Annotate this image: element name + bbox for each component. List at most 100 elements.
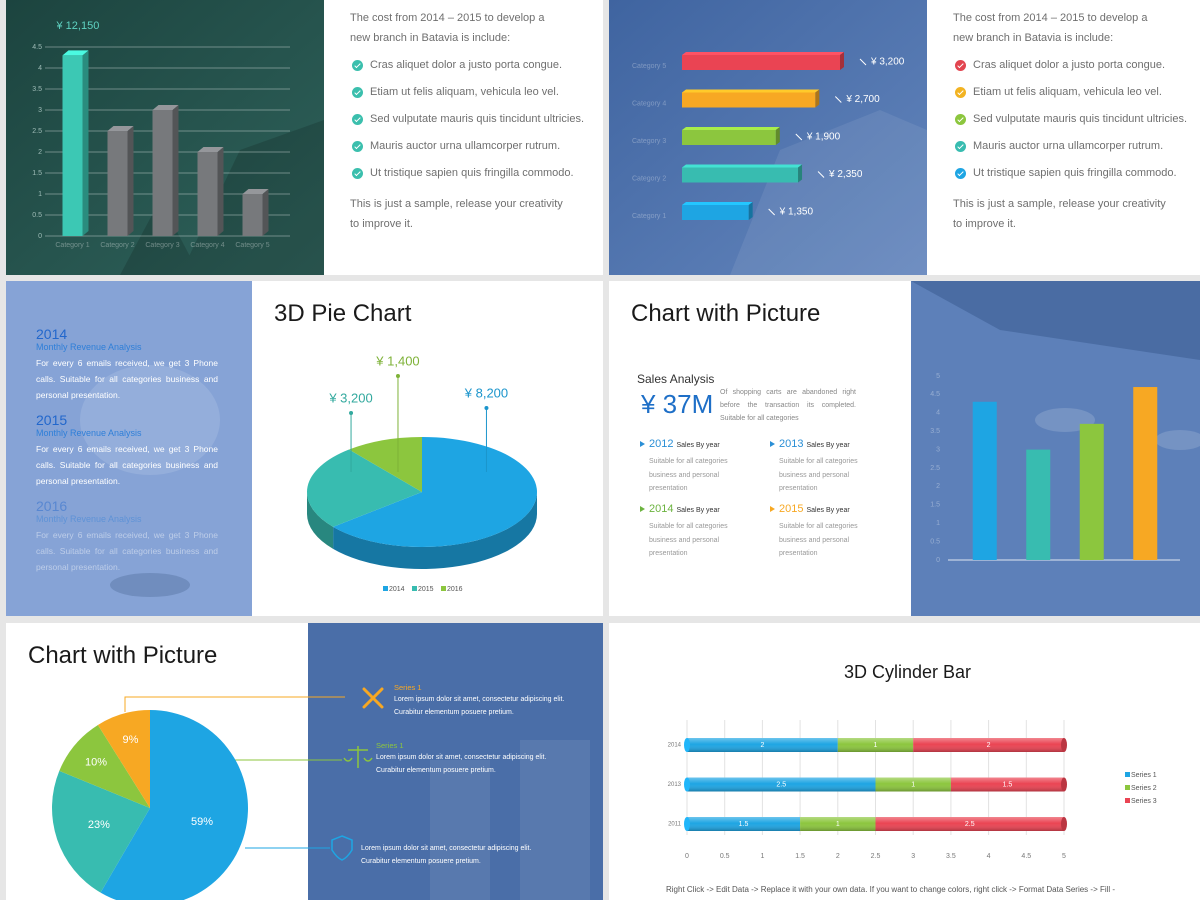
bar-side — [815, 89, 820, 108]
x-tick-label: Category 3 — [145, 242, 179, 249]
item-label: Sales By year — [676, 507, 720, 514]
x-tick-label: 0.5 — [720, 853, 730, 860]
x-tick-label: 3.5 — [946, 853, 956, 860]
leader-dot — [395, 374, 400, 378]
bullet-row: Ut tristique sapien quis fringilla commo… — [352, 166, 574, 180]
cylinder-shading — [687, 777, 876, 792]
leader-line — [124, 696, 345, 712]
x-tick-label: 2.5 — [871, 853, 881, 860]
item-marker — [770, 441, 775, 447]
legend-swatch — [1125, 785, 1130, 790]
value-label: ¥ 2,700 — [845, 94, 880, 105]
scale-icon — [343, 746, 373, 768]
y-tick-label: 2 — [38, 149, 42, 156]
item-head: 2015 Sales By year — [770, 503, 850, 515]
tools-icon — [362, 687, 384, 709]
value-label: ¥ 8,200 — [464, 385, 508, 400]
bar-side — [217, 147, 224, 236]
value-label: ¥ 3,200 — [870, 57, 905, 68]
y-tick-label: 0.5 — [32, 212, 42, 219]
block-text: For every 6 emails received, we get 3 Ph… — [36, 444, 218, 486]
y-tick-label: 2014 — [668, 743, 682, 749]
y-tick-label: 3.5 — [32, 86, 42, 93]
x-tick-label: 1.5 — [795, 853, 805, 860]
bullet-text: Etiam ut felis aliquam, vehicula leo vel… — [370, 86, 559, 98]
bar — [62, 55, 83, 237]
y-tick-label: 2.5 — [32, 128, 42, 135]
item-label: Sales By year — [806, 507, 850, 514]
bullet-row: Etiam ut felis aliquam, vehicula leo vel… — [352, 85, 559, 99]
item-marker — [770, 506, 775, 512]
bar — [682, 205, 749, 220]
bullet-text: Mauris auctor urna ullamcorper rutrum. — [370, 140, 561, 152]
bar — [242, 194, 263, 236]
photo-texture — [430, 760, 490, 900]
series-label: Series 1 — [376, 741, 404, 750]
cylinder-shading — [687, 817, 801, 831]
category-label: Category 5 — [632, 63, 666, 70]
segment-label: 1 — [911, 781, 915, 788]
x-tick-label: 1 — [760, 853, 764, 860]
item-year: 2014 — [649, 503, 674, 515]
legend-label: 2015 — [418, 586, 434, 593]
slice-side — [307, 492, 334, 549]
value-label: 59% — [191, 816, 213, 828]
category-label: Category 1 — [632, 213, 666, 220]
block-year: 2014 — [36, 326, 68, 342]
series-text: Lorem ipsum dolor sit amet, consectetur … — [394, 696, 565, 716]
cylinder-shading — [950, 777, 1064, 792]
legend-label: Series 3 — [1131, 798, 1157, 805]
bar — [682, 55, 840, 70]
pie-slice — [51, 770, 150, 893]
y-tick-label: 1.5 — [32, 170, 42, 177]
photo-texture — [730, 110, 927, 275]
segment-label: 2 — [760, 742, 764, 749]
check-icon — [352, 86, 363, 98]
y-tick-label: 2011 — [668, 822, 682, 828]
bar-side — [127, 126, 134, 236]
bar-top — [242, 189, 269, 194]
y-tick-label: 0 — [38, 233, 42, 240]
bullet-row: Mauris auctor urna ullamcorper rutrum. — [955, 139, 1163, 153]
bar-top — [197, 147, 224, 152]
bullet-row: Cras aliquet dolor a justo porta congue. — [352, 58, 562, 72]
bullet-text: Ut tristique sapien quis fringilla commo… — [370, 167, 574, 179]
item-label: Sales By year — [676, 442, 720, 449]
bullet-text: Cras aliquet dolor a justo porta congue. — [973, 59, 1166, 71]
item-text: Suitable for all categories business and… — [779, 523, 858, 557]
value-label: 23% — [88, 819, 110, 831]
outro-text: This is just a sample, release your crea… — [953, 198, 1166, 230]
bar-side — [748, 202, 753, 220]
cylinder-end — [684, 817, 690, 831]
item-label: Sales By year — [806, 442, 850, 449]
item-head: 2013 Sales By year — [770, 438, 850, 450]
y-tick-label: 4.5 — [930, 391, 940, 398]
bar-side — [798, 164, 803, 183]
legend-swatch — [441, 586, 446, 591]
value-label: ¥ 1,900 — [806, 132, 841, 143]
y-tick-label: 1 — [936, 520, 940, 527]
x-tick-label: Category 5 — [235, 242, 269, 249]
bar-top — [682, 127, 780, 130]
y-tick-label: 4 — [936, 410, 940, 417]
bullet-row: Sed vulputate mauris quis tincidunt ultr… — [955, 112, 1187, 126]
x-tick-label: 5 — [1062, 853, 1066, 860]
label-tick — [795, 133, 803, 141]
y-tick-label: 1.5 — [930, 502, 940, 509]
cylinder-shading — [800, 817, 876, 831]
block-subtitle: Monthly Revenue Analysis — [36, 428, 142, 438]
value-label: ¥ 3,200 — [328, 390, 372, 405]
segment-label: 1.5 — [739, 821, 749, 828]
series-text: Lorem ipsum dolor sit amet, consectetur … — [361, 845, 532, 865]
item-year: 2015 — [779, 503, 804, 515]
legend-label: 2016 — [447, 586, 463, 593]
y-tick-label: 0.5 — [930, 538, 940, 545]
legend-swatch — [383, 586, 388, 591]
bar-side — [172, 105, 179, 236]
photo-texture — [1155, 430, 1200, 450]
photo-texture — [80, 365, 220, 475]
cylinder-end — [684, 738, 690, 752]
intro-text: The cost from 2014 – 2015 to develop a n… — [350, 12, 545, 44]
bullet-row: Etiam ut felis aliquam, vehicula leo vel… — [955, 85, 1162, 99]
